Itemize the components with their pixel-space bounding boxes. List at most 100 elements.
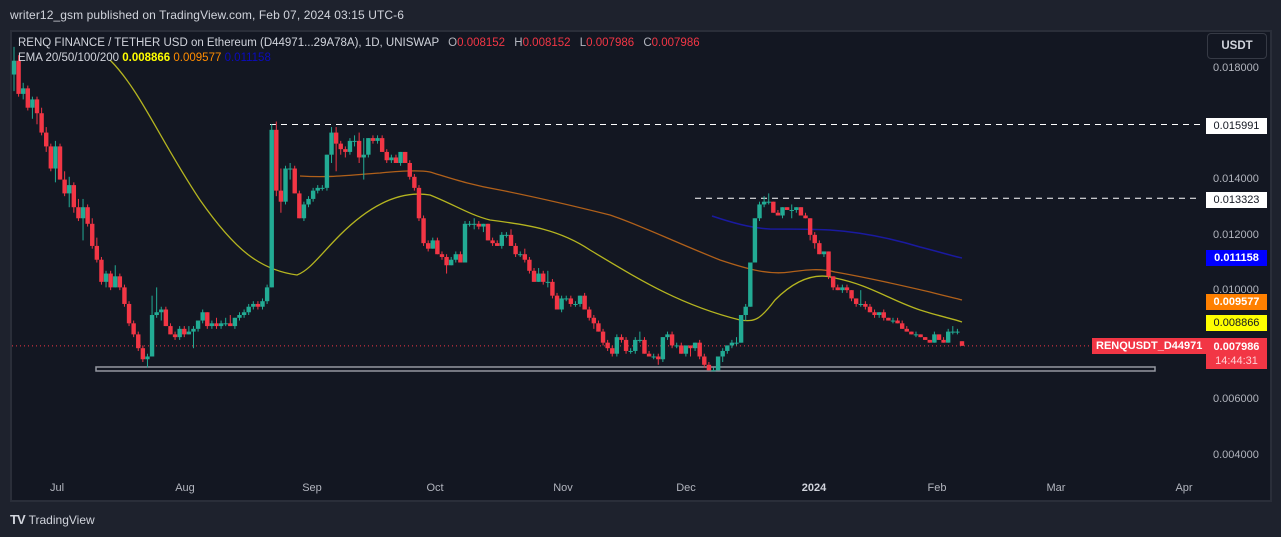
candle-body — [941, 339, 946, 343]
candle-body — [361, 154, 366, 158]
candle-body — [522, 254, 528, 260]
ema50-value: 0.009577 — [173, 52, 222, 64]
candle-body — [39, 113, 44, 133]
candle-body — [168, 326, 173, 335]
candle-body — [315, 187, 320, 191]
ema-legend-row: EMA 20/50/100/200 0.008866 0.009577 0.01… — [18, 51, 700, 66]
ema100-line — [711, 215, 963, 259]
candle-body — [356, 140, 362, 158]
candle-body — [94, 245, 100, 260]
candle-body — [757, 204, 762, 219]
candle-body — [209, 323, 215, 327]
candle-body — [287, 168, 293, 170]
candle-body — [274, 129, 279, 191]
candle-body — [904, 328, 909, 332]
candle-body — [379, 138, 385, 152]
time-tick-label: Sep — [302, 482, 322, 494]
candle-body — [495, 243, 500, 246]
candle-body — [651, 356, 656, 358]
candle-body — [241, 312, 247, 316]
candle-body — [71, 185, 77, 208]
time-tick-label: Jul — [49, 482, 65, 494]
high-value: 0.008152 — [522, 37, 571, 49]
last-price-tag: 0.007986 14:44:31 — [1206, 338, 1267, 369]
candle-body — [541, 273, 546, 282]
candle-body — [21, 88, 26, 94]
candle-body — [476, 223, 481, 227]
candle-body — [771, 201, 776, 213]
price-tick-label: 0.004000 — [1213, 449, 1259, 461]
candle-body — [812, 234, 817, 244]
candle-body — [366, 138, 371, 155]
candle-body — [679, 345, 684, 354]
candle-body — [798, 207, 804, 216]
candle-body — [531, 270, 537, 282]
candle-body — [610, 348, 615, 354]
candle-body — [817, 243, 822, 255]
high-key: H — [514, 37, 523, 49]
candle-body — [402, 151, 408, 163]
candle-body — [140, 348, 146, 360]
candle-body — [393, 157, 399, 163]
candle-body — [246, 306, 251, 313]
time-tick-label: 2024 — [801, 482, 827, 494]
candle-body — [614, 337, 620, 354]
candle-body — [688, 345, 693, 349]
candle-body — [853, 298, 859, 304]
candle-body — [343, 149, 348, 152]
candle-body — [840, 287, 845, 291]
candle-body — [370, 138, 376, 141]
low-value: 0.007986 — [586, 37, 635, 49]
ema50-line — [299, 170, 963, 301]
ema100-value: 0.011158 — [224, 52, 271, 64]
candle-body — [16, 60, 21, 94]
candle-body — [172, 334, 178, 338]
candle-body — [439, 254, 445, 257]
published-header: writer12_gsm published on TradingView.co… — [10, 8, 405, 22]
candle-body — [784, 207, 790, 210]
candle-body — [821, 251, 827, 255]
tradingview-logo-icon: TV — [10, 512, 26, 527]
tradingview-brand: TradingView — [28, 512, 95, 527]
candle-body — [922, 337, 928, 340]
candle-body — [568, 298, 574, 304]
chart-frame[interactable] — [10, 30, 1272, 502]
candle-body — [536, 273, 541, 282]
candle-body — [863, 303, 868, 307]
candle-body — [803, 215, 808, 219]
candle-body — [959, 341, 965, 346]
symbol-title[interactable]: RENQ FINANCE / TETHER USD on Ethereum (D… — [18, 37, 439, 49]
candle-body — [748, 262, 753, 307]
candle-body — [205, 312, 210, 327]
candle-body — [499, 234, 505, 246]
candle-body — [324, 154, 330, 188]
candle-body — [715, 356, 721, 371]
candle-body — [656, 356, 661, 360]
candle-body — [591, 317, 597, 324]
candle-body — [660, 337, 666, 360]
time-tick-label: Aug — [175, 482, 195, 494]
candle-body — [858, 303, 863, 305]
candle-body — [223, 323, 228, 325]
candle-body — [766, 201, 771, 203]
candle-body — [927, 339, 932, 343]
candle-body — [504, 234, 509, 236]
symbol-legend-row: RENQ FINANCE / TETHER USD on Ethereum (D… — [18, 36, 700, 51]
currency-button[interactable]: USDT — [1207, 33, 1267, 59]
ema-label[interactable]: EMA 20/50/100/200 — [18, 52, 120, 64]
candle-body — [458, 254, 463, 263]
candle-body — [255, 303, 261, 307]
candle-body — [909, 331, 914, 335]
candle-body — [25, 88, 31, 108]
time-tick-label: Dec — [676, 482, 696, 494]
candle-body — [103, 273, 109, 282]
candle-body — [623, 339, 629, 351]
candle-body — [702, 356, 707, 365]
candle-body — [573, 303, 578, 305]
candle-body — [154, 312, 159, 316]
close-key: C — [643, 37, 652, 49]
time-tick-label: Feb — [927, 482, 947, 494]
candle-body — [448, 259, 454, 266]
candle-body — [761, 201, 767, 205]
